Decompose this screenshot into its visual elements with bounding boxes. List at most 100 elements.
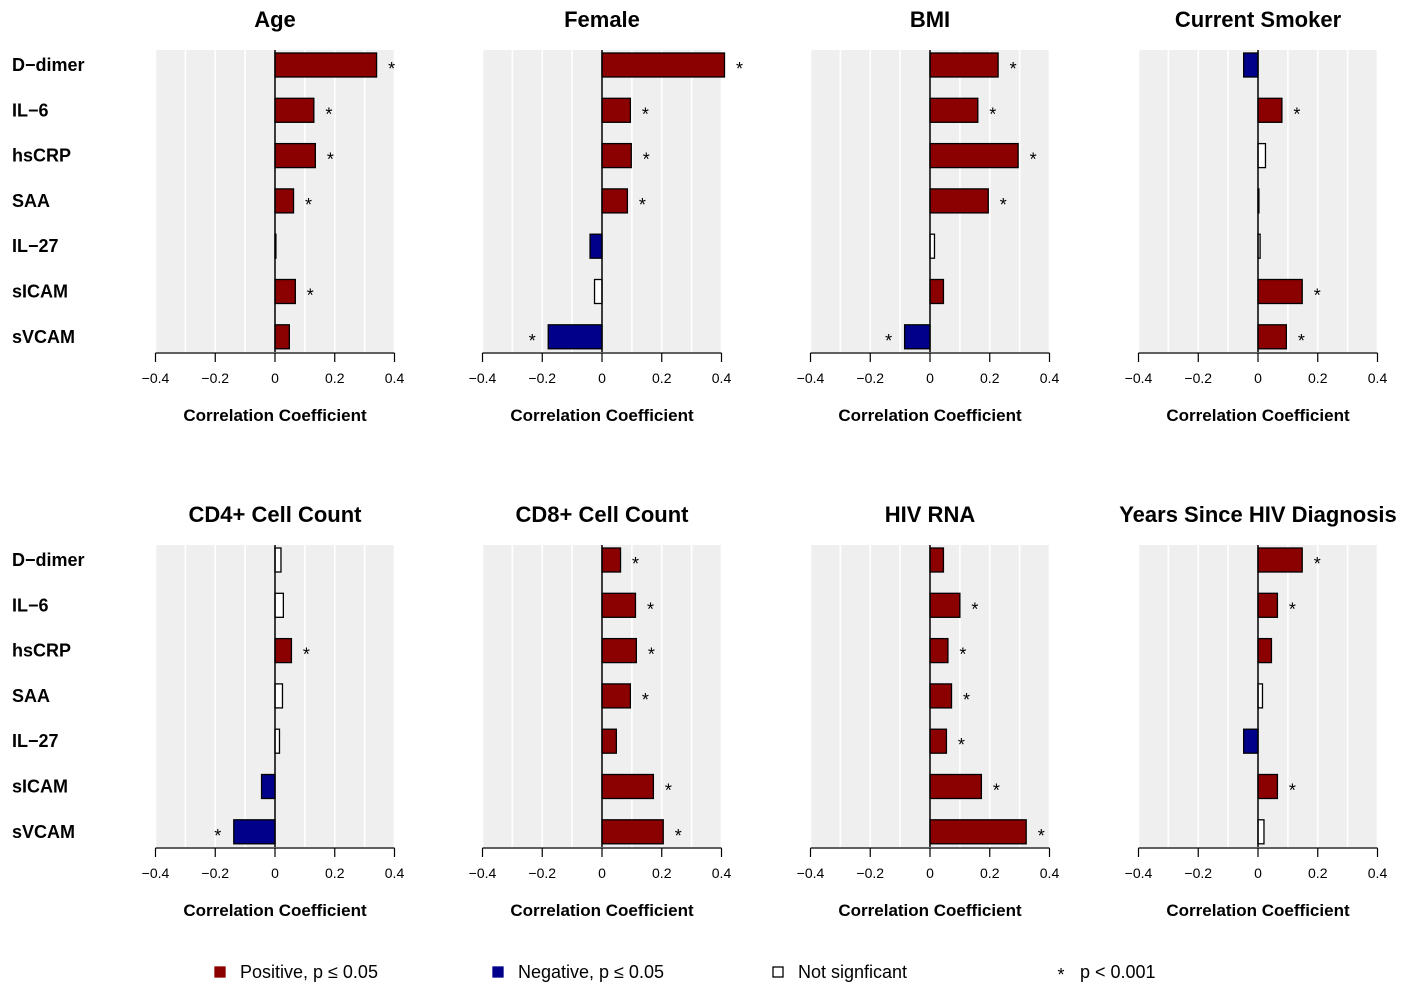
significance-star: * [529, 331, 536, 351]
category-label: hsCRP [12, 641, 71, 661]
panel-3: BMI * * * * * −0.4 −0.2 0 0.2 0.4 Correlation Coeff… [797, 7, 1060, 425]
significance-star: * [736, 59, 743, 79]
x-tick-label: −0.2 [528, 865, 556, 881]
significance-star: * [1000, 195, 1007, 215]
significance-star: * [214, 826, 221, 846]
legend-star-symbol: * [1057, 965, 1064, 985]
x-tick-label: −0.2 [528, 370, 556, 386]
bar-7 [1257, 324, 1288, 350]
significance-star: * [1314, 286, 1321, 306]
significance-star: * [1293, 104, 1300, 124]
x-tick-label: 0.4 [1368, 865, 1388, 881]
x-tick-label: 0.4 [385, 865, 405, 881]
bar-6 [601, 773, 655, 800]
significance-star: * [1314, 554, 1321, 574]
bar-5 [1243, 728, 1259, 754]
significance-star: * [325, 104, 332, 124]
x-tick-label: 0.2 [652, 370, 672, 386]
bar-1 [601, 52, 726, 78]
x-tick-label: −0.2 [856, 865, 884, 881]
x-tick-label: 0.4 [385, 370, 405, 386]
significance-star: * [885, 331, 892, 351]
x-tick-label: 0.4 [712, 370, 732, 386]
x-tick-label: 0.4 [1368, 370, 1388, 386]
panels-group: Age D−dimer IL−6 hsCRP SAA IL−27 sICAM sVCAM * * *… [12, 7, 1397, 920]
bar-7 [233, 819, 276, 845]
x-tick-label: −0.4 [797, 865, 825, 881]
x-tick-label: −0.4 [142, 370, 170, 386]
x-tick-label: 0.2 [1308, 370, 1328, 386]
bar-2 [601, 592, 637, 618]
category-label: sICAM [12, 777, 68, 797]
x-tick-label: 0 [1254, 865, 1262, 881]
category-label: sVCAM [12, 822, 75, 842]
significance-star: * [971, 599, 978, 619]
x-tick-label: 0 [271, 370, 279, 386]
legend-label: Negative, p ≤ 0.05 [518, 962, 664, 982]
x-axis-label: Correlation Coefficient [838, 901, 1022, 920]
bar-4 [274, 188, 295, 214]
x-tick-label: −0.4 [142, 865, 170, 881]
bar-7 [1257, 819, 1265, 845]
bar-5 [601, 728, 617, 754]
x-tick-label: 0 [598, 865, 606, 881]
panel-title: Current Smoker [1175, 7, 1342, 32]
x-tick-label: 0 [271, 865, 279, 881]
bar-3 [601, 637, 638, 664]
legend-item-star: * p < 0.001 [1057, 962, 1155, 985]
significance-star: * [989, 104, 996, 124]
legend-label: Not signficant [798, 962, 907, 982]
significance-star: * [1298, 331, 1305, 351]
x-tick-label: 0.2 [980, 865, 1000, 881]
significance-star: * [1289, 599, 1296, 619]
bar-5 [929, 728, 948, 754]
bar-7 [274, 324, 290, 350]
bar-3 [1257, 637, 1273, 664]
x-axis-label: Correlation Coefficient [510, 901, 694, 920]
x-tick-label: −0.4 [1125, 865, 1153, 881]
x-tick-label: 0.2 [325, 370, 345, 386]
significance-star: * [305, 195, 312, 215]
significance-star: * [993, 781, 1000, 801]
legend-swatch [492, 966, 504, 978]
bar-1 [929, 52, 999, 78]
x-axis-label: Correlation Coefficient [1166, 901, 1350, 920]
legend-label: Positive, p ≤ 0.05 [240, 962, 378, 982]
bar-2 [601, 97, 632, 123]
significance-star: * [1038, 826, 1045, 846]
category-label: IL−27 [12, 731, 59, 751]
bar-1 [601, 547, 622, 573]
x-axis-label: Correlation Coefficient [838, 406, 1022, 425]
legend: Positive, p ≤ 0.05 Negative, p ≤ 0.05 Not … [214, 962, 1156, 985]
bar-1 [1257, 547, 1303, 573]
bar-3 [274, 142, 316, 169]
bar-4 [601, 683, 632, 709]
category-label: D−dimer [12, 55, 85, 75]
panel-2: Female * * * * * −0.4 −0.2 0 0.2 0.4 Correlation Co… [469, 7, 743, 425]
x-tick-label: −0.2 [201, 865, 229, 881]
category-label: IL−27 [12, 236, 59, 256]
bar-2 [274, 592, 285, 618]
bar-7 [547, 324, 603, 350]
significance-star: * [647, 599, 654, 619]
bar-2 [274, 97, 315, 123]
x-tick-label: −0.2 [1184, 865, 1212, 881]
bar-5 [589, 233, 603, 259]
bar-4 [929, 683, 953, 709]
bar-2 [1257, 97, 1283, 123]
x-tick-label: 0.4 [1040, 865, 1060, 881]
bar-1 [929, 547, 945, 573]
bar-4 [929, 188, 989, 214]
panel-title: Years Since HIV Diagnosis [1119, 502, 1397, 527]
panel-title: CD8+ Cell Count [516, 502, 690, 527]
panel-8: Years Since HIV Diagnosis * * * −0.4 −0.2 0 0.2… [1119, 502, 1397, 920]
significance-star: * [1010, 59, 1017, 79]
bar-6 [929, 278, 945, 305]
significance-star: * [648, 645, 655, 665]
x-tick-label: −0.4 [469, 370, 497, 386]
category-label: sVCAM [12, 327, 75, 347]
x-tick-label: 0.2 [980, 370, 1000, 386]
bar-3 [929, 142, 1019, 169]
panel-title: BMI [910, 7, 950, 32]
bar-3 [601, 142, 632, 169]
